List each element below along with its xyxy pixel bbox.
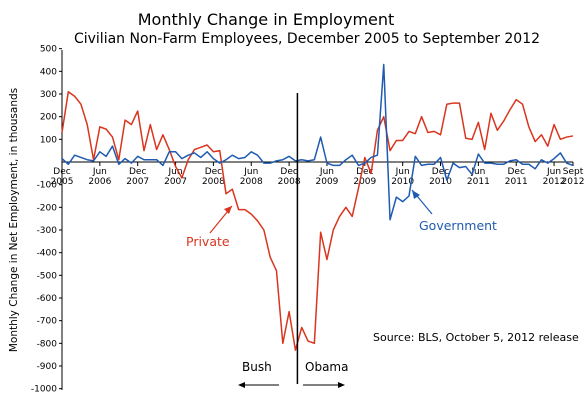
- x-tick-label: Dec 2005: [51, 167, 74, 187]
- y-tick-label: 300: [40, 90, 57, 100]
- y-tick-label: -400: [37, 249, 58, 259]
- x-axis-ticks: Dec 2005 Jun 2006 Dec 2007 Jun 2007 Dec 2008 Jun 20…: [51, 162, 584, 187]
- y-axis-label: Monthly Change in Net Employment, in tho…: [8, 88, 20, 352]
- x-tick-label: Jun 2006: [88, 167, 111, 187]
- x-tick-label: Dec 2010: [429, 167, 452, 187]
- y-tick-label: -900: [37, 362, 58, 372]
- annotation-layer: Private Government Source: BLS, October 5,…: [186, 93, 579, 388]
- y-tick-label: -100: [37, 181, 58, 191]
- x-tick-label: Dec 2008: [278, 167, 301, 187]
- y-tick-label: -700: [37, 317, 58, 327]
- obama-arrowhead-icon: [338, 382, 345, 388]
- y-tick-label: -800: [37, 339, 58, 349]
- bush-label: Bush: [242, 360, 272, 374]
- x-tick-label: Jun 2009: [316, 167, 339, 187]
- y-tick-label: 200: [40, 113, 57, 123]
- government-arrowhead-icon: [412, 190, 420, 199]
- y-axis-ticks: 500 400 300 200 100 -100 -200 -300 -400 -500 -600 -…: [31, 45, 62, 395]
- y-tick-label: -500: [37, 271, 58, 281]
- x-tick-label: Sept 2012: [562, 167, 584, 187]
- x-tick-label: Dec 2008: [202, 167, 225, 187]
- y-tick-label: -200: [37, 203, 58, 213]
- chart-title: Monthly Change in Employment: [138, 10, 395, 29]
- y-tick-label: -1000: [31, 385, 57, 395]
- x-tick-label: Jun 2010: [391, 167, 414, 187]
- x-tick-label: Dec 2007: [126, 167, 149, 187]
- x-tick-label: Jun 2008: [240, 167, 263, 187]
- x-tick-label: Dec 2009: [353, 167, 376, 187]
- y-tick-label: 500: [40, 45, 57, 55]
- private-series-label: Private: [186, 234, 230, 249]
- bush-arrowhead-icon: [238, 382, 245, 388]
- private-arrowhead-icon: [224, 206, 232, 214]
- obama-label: Obama: [305, 360, 348, 374]
- x-tick-label: Jun 2012: [543, 167, 566, 187]
- series-layer: [61, 63, 574, 351]
- x-tick-label: Jun 2011: [467, 167, 490, 187]
- government-series-label: Government: [419, 218, 497, 233]
- chart-subtitle: Civilian Non-Farm Employees, December 20…: [74, 31, 540, 47]
- plot-frame: [61, 50, 573, 390]
- y-tick-label: -600: [37, 294, 58, 304]
- series-line-private: [61, 90, 574, 351]
- source-note: Source: BLS, October 5, 2012 release: [373, 331, 579, 344]
- y-tick-label: -300: [37, 226, 58, 236]
- y-tick-label: 100: [40, 135, 57, 145]
- series-line-government: [61, 63, 574, 221]
- y-tick-label: 400: [40, 67, 57, 77]
- x-tick-label: Dec 2011: [505, 167, 528, 187]
- x-tick-label: Jun 2007: [164, 167, 187, 187]
